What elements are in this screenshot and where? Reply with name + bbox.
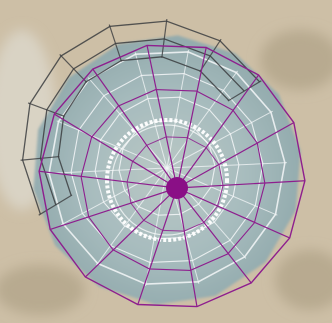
magenta-spoke (53, 113, 178, 189)
dark-frame-spoke (27, 102, 65, 117)
center-hub-marker (166, 177, 188, 199)
magenta-spoke (176, 187, 290, 239)
white-frame-spoke (166, 70, 238, 169)
dark-frame-arc (57, 56, 230, 196)
white-frame-spoke (96, 167, 168, 266)
magenta-spoke (137, 187, 178, 305)
white-frame-spoke (166, 110, 273, 169)
dark-frame-arc (39, 38, 245, 206)
magenta-spoke (85, 187, 178, 278)
white-frame-spoke (87, 77, 168, 169)
magenta-spoke (146, 45, 178, 189)
magenta-spoke (176, 47, 207, 189)
magenta-spoke (39, 170, 178, 189)
ring-band (105, 118, 229, 242)
dark-frame-spoke (20, 155, 60, 161)
magenta-spoke (176, 122, 295, 189)
dark-frame-spoke (38, 194, 73, 216)
dark-frame-spoke (59, 54, 88, 83)
magenta-spoke (50, 187, 178, 230)
magenta-spoke (176, 180, 305, 189)
magenta-spoke (92, 68, 178, 189)
dark-frame-spoke (227, 80, 262, 102)
magenta-wireframe (38, 44, 306, 308)
magenta-spoke (176, 187, 198, 307)
white-frame-spoke (134, 52, 168, 169)
dark-frame-spoke (161, 19, 168, 58)
magenta-spoke (176, 74, 260, 189)
white-frame-spoke (166, 49, 189, 169)
dark-frame-lines (20, 19, 262, 216)
magenta-spoke (176, 187, 252, 284)
white-frame-spoke (56, 120, 168, 169)
dark-frame-spoke (108, 24, 123, 62)
dark-frame-spoke (199, 38, 222, 73)
dark-frame-arc (21, 20, 261, 215)
